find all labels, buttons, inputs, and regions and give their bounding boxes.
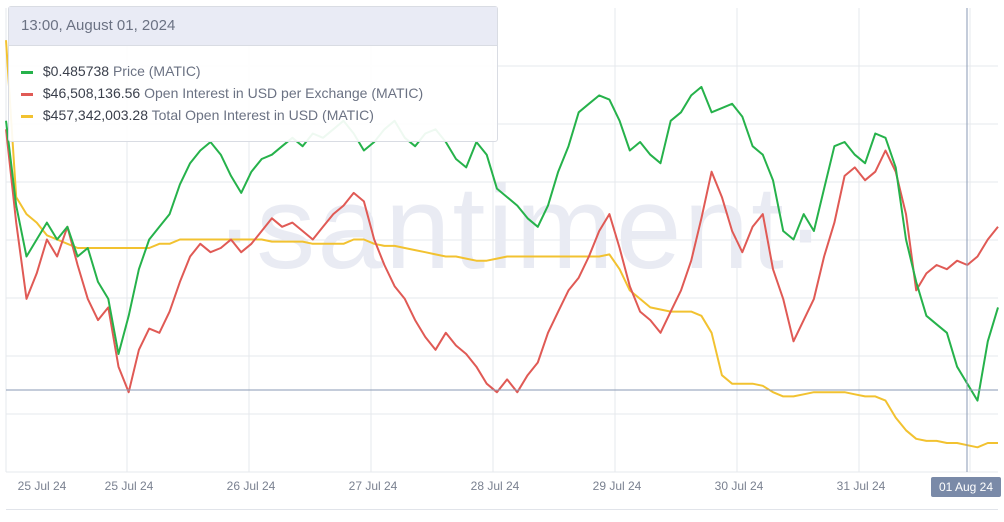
price-value: $0.485738: [42, 63, 110, 79]
tooltip-row-price: $0.485738 Price (MATIC): [9, 60, 497, 82]
x-tick-label-4: 28 Jul 24: [471, 479, 520, 493]
price-label: Price (MATIC): [112, 63, 201, 79]
series-layer: [5, 40, 999, 449]
oi-exchange-value: $46,508,136.56: [42, 85, 141, 101]
series-line-1: [5, 129, 999, 394]
series-line-2: [5, 40, 998, 449]
x-tick-label-5: 29 Jul 24: [593, 479, 642, 493]
x-tick-label-6: 30 Jul 24: [715, 479, 764, 493]
tooltip-row-oi-total: $457,342,003.28 Total Open Interest in U…: [9, 104, 497, 126]
x-tick-label-1: 25 Jul 24: [105, 479, 154, 493]
oi-exchange-swatch: [21, 92, 33, 96]
oi-total-label: Total Open Interest in USD (MATIC): [151, 107, 374, 123]
tooltip-header: 13:00, August 01, 2024: [9, 7, 497, 46]
crosshair: [6, 8, 998, 472]
crosshair-date-badge: 01 Aug 24: [931, 477, 1001, 497]
tooltip-row-oi-exchange: $46,508,136.56 Open Interest in USD per …: [9, 82, 497, 104]
oi-exchange-label: Open Interest in USD per Exchange (MATIC…: [144, 85, 424, 101]
x-tick-label-3: 27 Jul 24: [349, 479, 398, 493]
navigator-bar[interactable]: [6, 509, 998, 522]
oi-total-swatch: [21, 114, 33, 118]
x-tick-label-0: 25 Jul 24: [18, 479, 67, 493]
series-line-0: [5, 85, 999, 402]
tooltip: 13:00, August 01, 2024 $0.485738 Price (…: [8, 6, 498, 142]
price-swatch: [21, 70, 33, 74]
watermark: ·santiment·: [215, 162, 827, 294]
oi-total-value: $457,342,003.28: [42, 107, 148, 123]
x-tick-label-7: 31 Jul 24: [837, 479, 886, 493]
x-tick-label-2: 26 Jul 24: [227, 479, 276, 493]
x-axis: 25 Jul 24 25 Jul 24 26 Jul 24 27 Jul 24 28 J…: [18, 479, 886, 493]
